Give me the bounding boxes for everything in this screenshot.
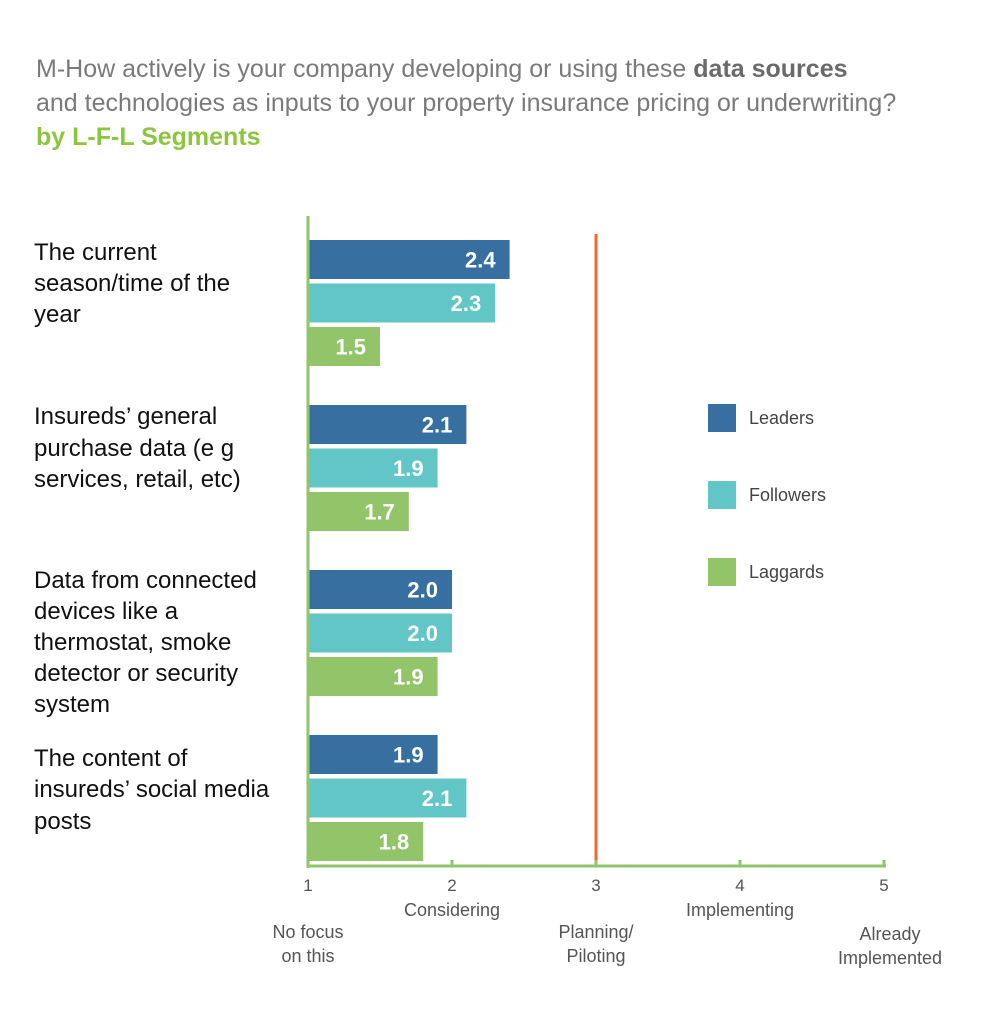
- value-label-laggards-3: 1.9: [393, 665, 424, 690]
- bar-leaders-3: [308, 570, 452, 609]
- category-label-2-line-1: Insureds’ general: [34, 403, 217, 430]
- value-label-followers-4: 2.1: [422, 786, 453, 811]
- tick-label-5: 5: [879, 876, 888, 895]
- tick-desc-2-1: Considering: [404, 900, 500, 920]
- tick-desc-3-1: Planning/: [558, 922, 633, 942]
- category-label-1-line-1: The current: [34, 239, 157, 266]
- value-label-followers-3: 2.0: [407, 621, 438, 646]
- tick-label-4: 4: [735, 876, 744, 895]
- value-label-laggards-1: 1.5: [335, 335, 366, 360]
- category-label-3-line-1: Data from connected: [34, 567, 257, 594]
- bar-leaders-1: [308, 240, 510, 279]
- category-label-4-line-3: posts: [34, 808, 91, 835]
- title-line1-prefix: M-How actively is your company developin…: [36, 55, 694, 83]
- value-label-laggards-4: 1.8: [379, 830, 410, 855]
- tick-desc-1-1: No focus: [272, 922, 343, 942]
- tick-desc-4-1: Implementing: [686, 900, 794, 920]
- bar-laggards-3: [308, 657, 438, 696]
- tick-label-2: 2: [447, 876, 456, 895]
- tick-label-3: 3: [591, 876, 600, 895]
- legend-swatch-leaders: [708, 404, 736, 432]
- category-label-2-line-3: services, retail, etc): [34, 466, 241, 493]
- tick-desc-5-2: Implemented: [838, 948, 942, 968]
- legend-swatch-followers: [708, 481, 736, 509]
- tick-desc-3-2: Piloting: [566, 946, 625, 966]
- bar-followers-2: [308, 448, 438, 488]
- bar-leaders-2: [308, 405, 467, 444]
- bar-followers-3: [308, 613, 452, 653]
- value-label-leaders-4: 1.9: [393, 743, 424, 768]
- value-label-leaders-1: 2.4: [465, 248, 496, 273]
- bar-leaders-4: [308, 735, 438, 774]
- category-label-4-line-1: The content of: [34, 745, 188, 772]
- title-line2: and technologies as inputs to your prope…: [36, 89, 897, 117]
- tick-desc-5-1: Already: [859, 924, 920, 944]
- category-label-1-line-2: season/time of the: [34, 270, 230, 297]
- category-label-3-line-3: thermostat, smoke: [34, 629, 231, 656]
- value-label-leaders-3: 2.0: [407, 578, 438, 603]
- legend-swatch-laggards: [708, 558, 736, 586]
- bar-followers-4: [308, 778, 467, 818]
- tick-label-1: 1: [303, 876, 312, 895]
- legend-label-leaders: Leaders: [749, 408, 814, 428]
- category-label-3-line-4: detector or security: [34, 660, 238, 687]
- value-label-laggards-2: 1.7: [364, 500, 395, 525]
- value-label-followers-2: 1.9: [393, 456, 424, 481]
- value-label-leaders-2: 2.1: [422, 413, 453, 438]
- legend-label-followers: Followers: [749, 485, 826, 505]
- legend-label-laggards: Laggards: [749, 562, 824, 582]
- category-label-3-line-2: devices like a: [34, 598, 179, 625]
- bar-followers-1: [308, 283, 496, 323]
- bar-laggards-2: [308, 492, 409, 531]
- value-label-followers-1: 2.3: [451, 291, 482, 316]
- category-label-1-line-3: year: [34, 301, 81, 328]
- bar-laggards-4: [308, 822, 424, 861]
- title-line1-bold: data sources: [693, 55, 848, 83]
- tick-desc-1-2: on this: [281, 946, 334, 966]
- chart-title: M-How actively is your company developin…: [36, 52, 976, 154]
- bar-laggards-1: [308, 327, 380, 366]
- title-segments: by L-F-L Segments: [36, 123, 261, 151]
- category-label-2-line-2: purchase data (e g: [34, 435, 234, 462]
- category-label-4-line-2: insureds’ social media: [34, 776, 270, 803]
- category-label-3-line-5: system: [34, 691, 110, 718]
